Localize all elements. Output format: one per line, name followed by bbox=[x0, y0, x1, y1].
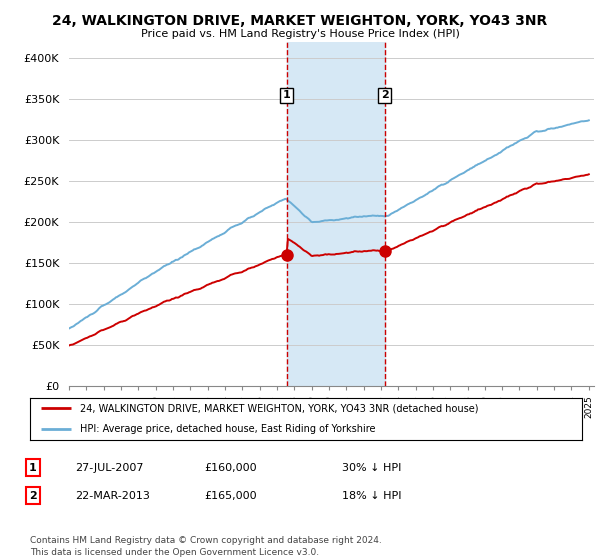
Text: 24, WALKINGTON DRIVE, MARKET WEIGHTON, YORK, YO43 3NR (detached house): 24, WALKINGTON DRIVE, MARKET WEIGHTON, Y… bbox=[80, 403, 478, 413]
Text: 24, WALKINGTON DRIVE, MARKET WEIGHTON, YORK, YO43 3NR: 24, WALKINGTON DRIVE, MARKET WEIGHTON, Y… bbox=[52, 14, 548, 28]
Text: 2: 2 bbox=[381, 90, 389, 100]
Text: HPI: Average price, detached house, East Riding of Yorkshire: HPI: Average price, detached house, East… bbox=[80, 424, 375, 434]
Text: 2: 2 bbox=[29, 491, 37, 501]
Text: 30% ↓ HPI: 30% ↓ HPI bbox=[342, 463, 401, 473]
Text: 18% ↓ HPI: 18% ↓ HPI bbox=[342, 491, 401, 501]
Text: 1: 1 bbox=[283, 90, 290, 100]
Text: 27-JUL-2007: 27-JUL-2007 bbox=[75, 463, 143, 473]
Text: £160,000: £160,000 bbox=[204, 463, 257, 473]
Text: Contains HM Land Registry data © Crown copyright and database right 2024.
This d: Contains HM Land Registry data © Crown c… bbox=[30, 536, 382, 557]
Text: Price paid vs. HM Land Registry's House Price Index (HPI): Price paid vs. HM Land Registry's House … bbox=[140, 29, 460, 39]
Text: 1: 1 bbox=[29, 463, 37, 473]
Text: £165,000: £165,000 bbox=[204, 491, 257, 501]
Bar bbox=[287, 42, 385, 386]
Text: 22-MAR-2013: 22-MAR-2013 bbox=[75, 491, 150, 501]
